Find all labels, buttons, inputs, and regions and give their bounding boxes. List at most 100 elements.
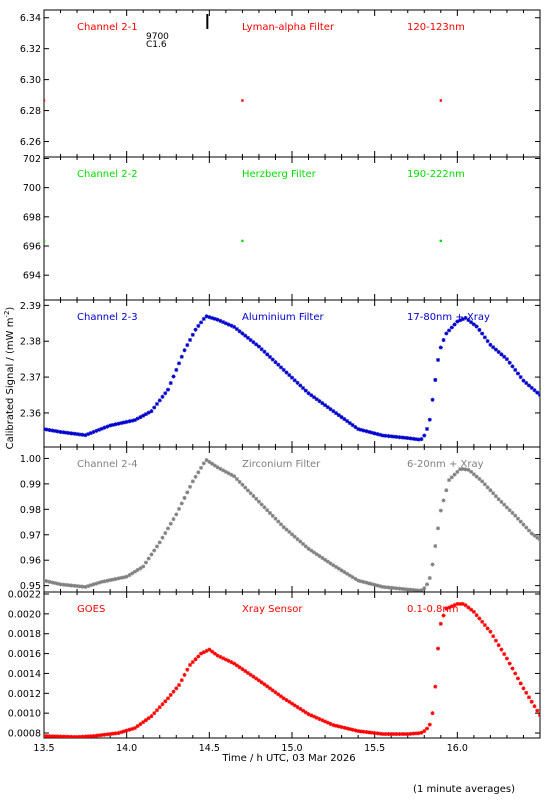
data-point — [44, 734, 49, 738]
data-point — [336, 413, 341, 418]
data-point — [524, 525, 529, 530]
data-point — [212, 651, 217, 656]
data-point — [474, 613, 479, 618]
data-point — [400, 435, 405, 440]
data-point — [77, 584, 82, 589]
data-point — [372, 582, 377, 587]
data-point — [66, 583, 71, 588]
data-point — [254, 496, 259, 501]
data-point — [135, 416, 140, 421]
footnote: (1 minute averages) — [413, 784, 515, 795]
y-tick-label: 0.0020 — [8, 609, 41, 620]
data-point — [336, 566, 341, 571]
data-point — [102, 425, 107, 430]
data-point — [309, 393, 314, 398]
y-tick-label: 2.39 — [20, 301, 41, 312]
data-point — [345, 419, 350, 424]
data-point — [521, 378, 526, 383]
data-point — [160, 702, 165, 707]
panel-band-label: 0.1-0.8nm — [407, 604, 459, 615]
data-point — [185, 343, 190, 348]
data-point — [86, 584, 91, 589]
data-point — [185, 667, 190, 672]
data-point — [356, 427, 361, 432]
y-tick-label: 6.26 — [20, 137, 41, 148]
data-point — [221, 656, 226, 661]
data-point — [284, 370, 289, 375]
panel-channel-label: Channel 2-3 — [77, 312, 138, 323]
data-point — [482, 623, 487, 628]
data-point — [223, 657, 228, 662]
data-point — [441, 338, 446, 343]
panel-band-label: 190-222nm — [407, 169, 465, 180]
data-point — [267, 354, 272, 359]
data-point — [383, 585, 388, 590]
data-point — [480, 479, 485, 484]
data-point — [502, 652, 507, 657]
panel-band-label: 6-20nm + Xray — [407, 459, 484, 470]
panel-channel-label: Channel 2-1 — [77, 22, 138, 33]
data-point — [218, 466, 223, 471]
data-point — [196, 470, 201, 475]
data-point — [99, 733, 104, 738]
data-point — [430, 562, 435, 567]
data-point — [425, 426, 430, 431]
data-point — [474, 324, 479, 329]
data-point — [414, 731, 418, 736]
x-tick-label: 15.0 — [281, 743, 302, 754]
data-point — [375, 731, 380, 736]
data-point — [430, 397, 435, 402]
data-point — [154, 544, 159, 549]
data-point — [290, 532, 294, 537]
data-point — [526, 528, 531, 533]
data-point — [204, 458, 209, 463]
y-tick-label: 1.00 — [20, 454, 41, 465]
data-point — [88, 431, 93, 436]
data-point — [314, 552, 319, 557]
y-axis-label-main: Calibrated Signal / (mW m — [5, 318, 16, 450]
data-point — [143, 560, 148, 565]
data-point — [110, 577, 115, 582]
data-point — [287, 529, 292, 534]
data-point — [146, 556, 151, 561]
data-point — [174, 367, 179, 372]
x-tick-label: 15.5 — [364, 743, 385, 754]
data-point — [262, 682, 267, 687]
data-point — [513, 671, 518, 676]
data-point — [204, 648, 209, 653]
data-point — [317, 717, 322, 722]
data-point — [265, 684, 270, 689]
data-point — [389, 434, 394, 439]
data-point — [491, 345, 496, 350]
y-tick-label: 6.32 — [20, 44, 41, 55]
data-point — [97, 427, 102, 432]
data-point — [259, 680, 264, 685]
data-point — [529, 531, 534, 536]
data-point — [105, 578, 110, 583]
data-point — [72, 431, 77, 436]
data-point — [256, 678, 261, 683]
data-point — [160, 394, 165, 399]
data-point — [411, 436, 416, 441]
panel-2: 702 700 698 696 694 Channel 2-2 Herzberg Filte… — [23, 154, 541, 301]
data-point — [182, 495, 187, 500]
data-point — [507, 360, 512, 365]
data-point — [334, 564, 339, 569]
data-point — [502, 502, 507, 507]
data-point — [190, 660, 195, 665]
data-point — [99, 426, 104, 431]
y-tick-label: 2.37 — [20, 373, 41, 384]
data-point — [499, 499, 504, 504]
data-point — [306, 546, 311, 551]
data-point — [339, 568, 344, 573]
y-tick-label: 700 — [23, 183, 41, 194]
data-point — [301, 541, 306, 546]
data-point — [61, 734, 66, 738]
y-axis-label-superscript: -2 — [3, 311, 11, 318]
data-point — [210, 316, 215, 321]
data-point — [177, 506, 182, 511]
data-point — [292, 378, 297, 383]
data-point — [323, 403, 328, 408]
